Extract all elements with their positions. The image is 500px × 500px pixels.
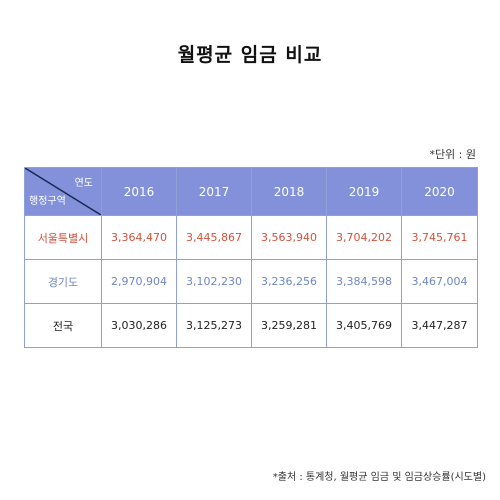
header-row: 연도 행정구역 2016 2017 2018 2019 2020 bbox=[24, 167, 478, 216]
value-cell: 3,030,286 bbox=[101, 303, 177, 348]
corner-header-cell: 연도 행정구역 bbox=[24, 167, 102, 216]
value-cell: 3,236,256 bbox=[251, 259, 327, 304]
unit-note: *단위 : 원 bbox=[429, 148, 476, 161]
year-header: 2019 bbox=[326, 167, 402, 216]
year-header: 2016 bbox=[101, 167, 177, 216]
value-cell: 3,125,273 bbox=[176, 303, 252, 348]
value-cell: 3,364,470 bbox=[101, 215, 177, 260]
corner-year-label: 연도 bbox=[74, 178, 93, 189]
wage-table: 연도 행정구역 2016 2017 2018 2019 2020 서울특별시 3… bbox=[24, 167, 478, 348]
year-header: 2020 bbox=[401, 167, 478, 216]
value-cell: 3,467,004 bbox=[401, 259, 478, 304]
value-cell: 3,405,769 bbox=[326, 303, 402, 348]
table-row: 서울특별시 3,364,470 3,445,867 3,563,940 3,70… bbox=[24, 215, 478, 260]
value-cell: 3,384,598 bbox=[326, 259, 402, 304]
value-cell: 3,259,281 bbox=[251, 303, 327, 348]
value-cell: 3,563,940 bbox=[251, 215, 327, 260]
value-cell: 3,445,867 bbox=[176, 215, 252, 260]
table-row: 전국 3,030,286 3,125,273 3,259,281 3,405,7… bbox=[24, 303, 478, 348]
value-cell: 2,970,904 bbox=[101, 259, 177, 304]
table-row: 경기도 2,970,904 3,102,230 3,236,256 3,384,… bbox=[24, 259, 478, 304]
year-header: 2017 bbox=[176, 167, 252, 216]
corner-region-label: 행정구역 bbox=[29, 196, 66, 207]
diagonal-divider bbox=[25, 168, 101, 215]
region-cell: 전국 bbox=[24, 303, 102, 348]
source-note: *출처 : 통계청, 월평균 임금 및 임금상승률(시도별) bbox=[272, 472, 486, 483]
year-header: 2018 bbox=[251, 167, 327, 216]
value-cell: 3,102,230 bbox=[176, 259, 252, 304]
value-cell: 3,745,761 bbox=[401, 215, 478, 260]
region-cell: 경기도 bbox=[24, 259, 102, 304]
value-cell: 3,447,287 bbox=[401, 303, 478, 348]
page-title: 월평균 임금 비교 bbox=[177, 44, 323, 66]
value-cell: 3,704,202 bbox=[326, 215, 402, 260]
region-cell: 서울특별시 bbox=[24, 215, 102, 260]
